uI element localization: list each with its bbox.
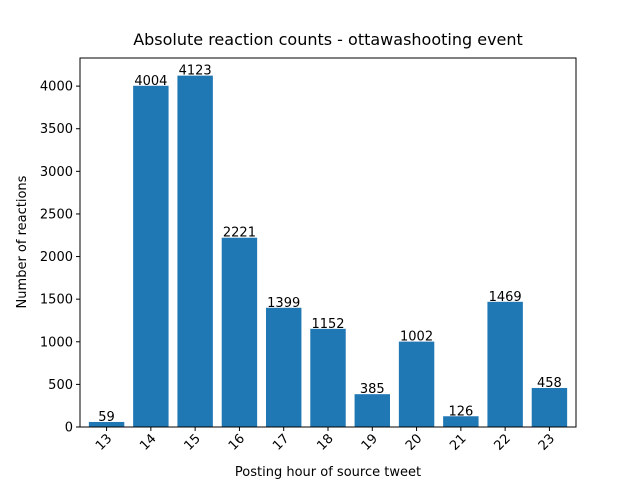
bar-hour-16 <box>221 237 258 427</box>
y-tick-label: 2500 <box>40 207 73 222</box>
y-tick-label: 2000 <box>40 250 73 265</box>
bar-hour-18 <box>310 328 346 427</box>
bars-layer <box>88 75 568 427</box>
bar-value-label: 1002 <box>400 330 433 345</box>
bar-hour-20 <box>398 341 435 427</box>
chart-title: Absolute reaction counts - ottawashootin… <box>133 30 523 49</box>
bar-hour-17 <box>266 307 302 427</box>
bar-hour-22 <box>487 301 523 427</box>
bar-value-label: 126 <box>448 404 473 419</box>
bar-value-label: 1152 <box>311 317 344 332</box>
y-tick-label: 3500 <box>40 122 73 137</box>
x-axis-label: Posting hour of source tweet <box>235 465 421 480</box>
y-tick-label: 3000 <box>40 165 73 180</box>
data-labels-layer: 59 4004 4123 2221 1399 1152 385 1002 126 1469 458 <box>98 64 562 425</box>
bar-hour-21 <box>443 416 479 427</box>
bar-hour-13 <box>88 421 125 427</box>
bar-value-label: 59 <box>98 410 115 425</box>
bar-value-label: 1399 <box>267 296 300 311</box>
y-tick-label: 1500 <box>40 293 73 308</box>
y-tick-label: 0 <box>65 421 73 436</box>
bar-hour-14 <box>133 85 169 427</box>
bar-hour-15 <box>177 75 213 427</box>
bar-value-label: 2221 <box>223 226 256 241</box>
bar-value-label: 1469 <box>489 290 522 305</box>
bar-value-label: 458 <box>537 376 562 391</box>
y-tick-label: 4000 <box>40 80 73 95</box>
bar-value-label: 4004 <box>134 74 167 89</box>
y-axis-label: Number of reactions <box>15 175 30 308</box>
y-tick-label: 1000 <box>40 335 73 350</box>
bar-value-label: 4123 <box>179 64 212 79</box>
y-tick-label: 500 <box>48 378 73 393</box>
bar-hour-19 <box>354 394 390 427</box>
bar-value-label: 385 <box>360 382 385 397</box>
bar-hour-23 <box>531 387 568 427</box>
